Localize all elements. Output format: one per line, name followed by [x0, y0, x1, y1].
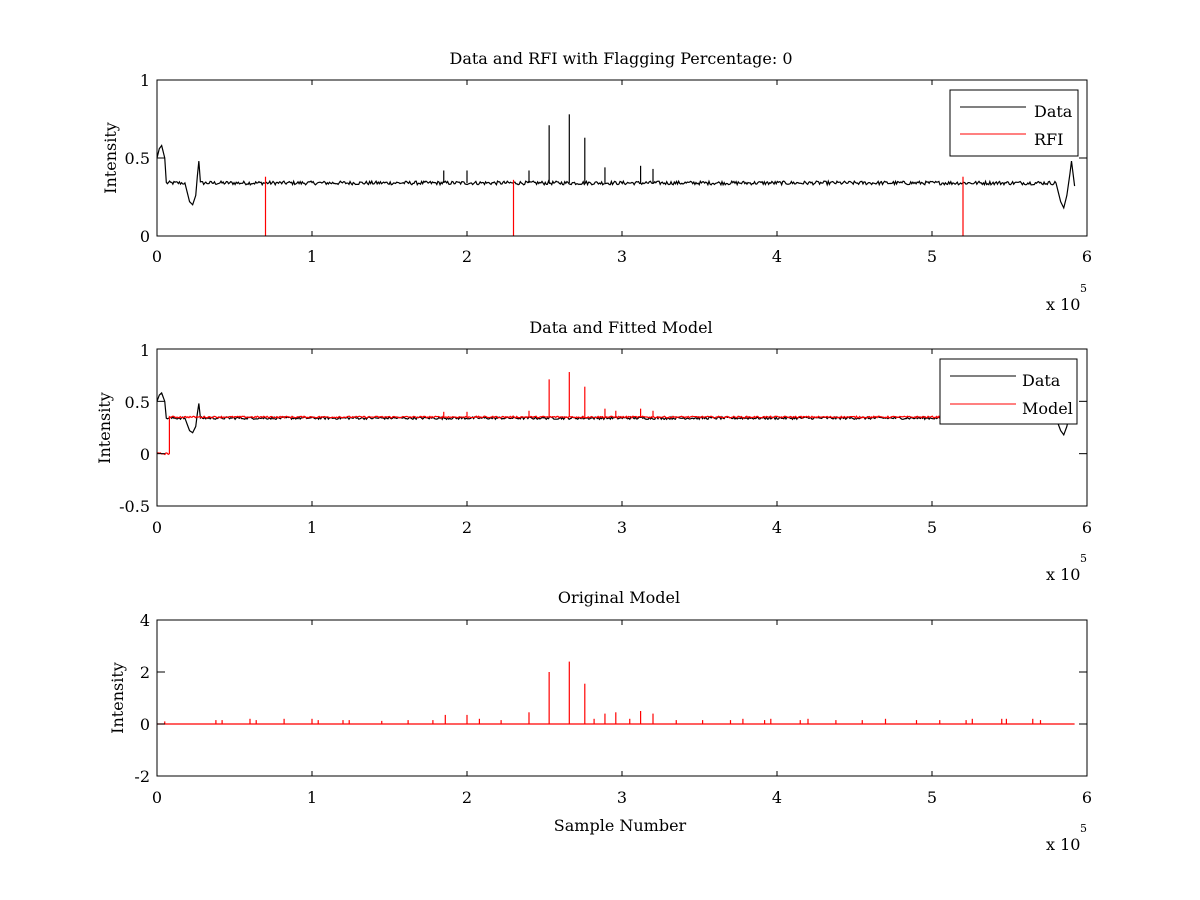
panel-2-xtick-5: 5: [927, 518, 937, 537]
panel-3: Original Model Intensity 0 1 2 3 4 5 6 -…: [108, 588, 1092, 854]
panel-2-plot-area: [157, 349, 1087, 506]
panel-3-xtick-6: 6: [1082, 788, 1092, 807]
panel-1-ticks: [156, 79, 1088, 237]
panel-2-ytick-2: 0.5: [125, 393, 150, 412]
panel-3-ytick-2: 2: [140, 663, 150, 682]
panel-1-xtick-4: 4: [772, 247, 782, 266]
panel-1-xtick-2: 2: [462, 247, 472, 266]
panel-2-ytick-1: 0: [140, 445, 150, 464]
panel-2-legend: Data Model: [939, 358, 1078, 425]
panel-2-legend-box: [939, 358, 1078, 425]
panel-2-xtick-0: 0: [152, 518, 162, 537]
panel-1-legend: Data RFI: [949, 89, 1079, 157]
panel-3-series-layer: [157, 661, 1075, 725]
panel-1-xtick-1: 1: [307, 247, 317, 266]
panel-3-xlabel: Sample Number: [554, 816, 687, 835]
panel-1-series-layer: [156, 114, 1076, 236]
panel-3-plot-area: [157, 620, 1087, 776]
panel-2-xtick-6: 6: [1082, 518, 1092, 537]
panel-2-xtick-2: 2: [462, 518, 472, 537]
panel-1: Data and RFI with Flagging Percentage: 0…: [101, 49, 1092, 314]
panel-3-xtick-0: 0: [152, 788, 162, 807]
panel-3-ticks: [156, 619, 1088, 777]
panel-2-xtick-3: 3: [617, 518, 627, 537]
panel-3-ytick-3: 4: [140, 611, 150, 630]
panel-3-xtick-1: 1: [307, 788, 317, 807]
panel-2-ytick-0: -0.5: [119, 497, 150, 516]
panel-3-xtick-5: 5: [927, 788, 937, 807]
panel-1-plot-area: [157, 80, 1087, 236]
panel-1-ytick-2: 1: [140, 71, 150, 90]
panel-1-title: Data and RFI with Flagging Percentage: 0: [449, 49, 792, 68]
panel-2-ylabel: Intensity: [95, 392, 114, 464]
panel-2-title: Data and Fitted Model: [529, 318, 712, 337]
panel-2-xtick-4: 4: [772, 518, 782, 537]
panel-2: Data and Fitted Model Intensity 0 1 2 3 …: [95, 318, 1092, 584]
panel-3-x-multiplier-exp: 5: [1080, 822, 1087, 835]
panel-1-series-data-line: [156, 144, 1076, 210]
panel-2-x-multiplier-exp: 5: [1080, 552, 1087, 565]
panel-2-legend-label-model: Model: [1022, 399, 1073, 418]
panel-1-legend-label-rfi: RFI: [1034, 130, 1063, 149]
panel-3-xtick-3: 3: [617, 788, 627, 807]
panel-1-ylabel: Intensity: [101, 122, 120, 194]
panel-3-title: Original Model: [558, 588, 680, 607]
panel-3-x-multiplier: x 10: [1046, 835, 1080, 854]
panel-3-ytick-0: -2: [134, 767, 150, 786]
panel-1-xtick-6: 6: [1082, 247, 1092, 266]
panel-3-ylabel: Intensity: [108, 662, 127, 734]
panel-3-xtick-4: 4: [772, 788, 782, 807]
panel-1-xtick-0: 0: [152, 247, 162, 266]
panel-2-legend-label-data: Data: [1022, 371, 1061, 390]
panel-2-series-layer: [156, 372, 1076, 456]
panel-2-x-multiplier: x 10: [1046, 565, 1080, 584]
panel-2-ytick-3: 1: [140, 341, 150, 360]
panel-3-ytick-1: 0: [140, 715, 150, 734]
panel-1-x-multiplier-exp: 5: [1080, 282, 1087, 295]
panel-1-x-multiplier: x 10: [1046, 295, 1080, 314]
panel-2-ticks: [156, 348, 1088, 507]
panel-2-xtick-1: 1: [307, 518, 317, 537]
panel-3-xtick-2: 2: [462, 788, 472, 807]
panel-1-ytick-0: 0: [140, 227, 150, 246]
panel-1-xtick-5: 5: [927, 247, 937, 266]
panel-1-legend-label-data: Data: [1034, 102, 1073, 121]
panel-1-xtick-3: 3: [617, 247, 627, 266]
panel-1-legend-box: [949, 89, 1079, 157]
panel-1-ytick-1: 0.5: [125, 149, 150, 168]
